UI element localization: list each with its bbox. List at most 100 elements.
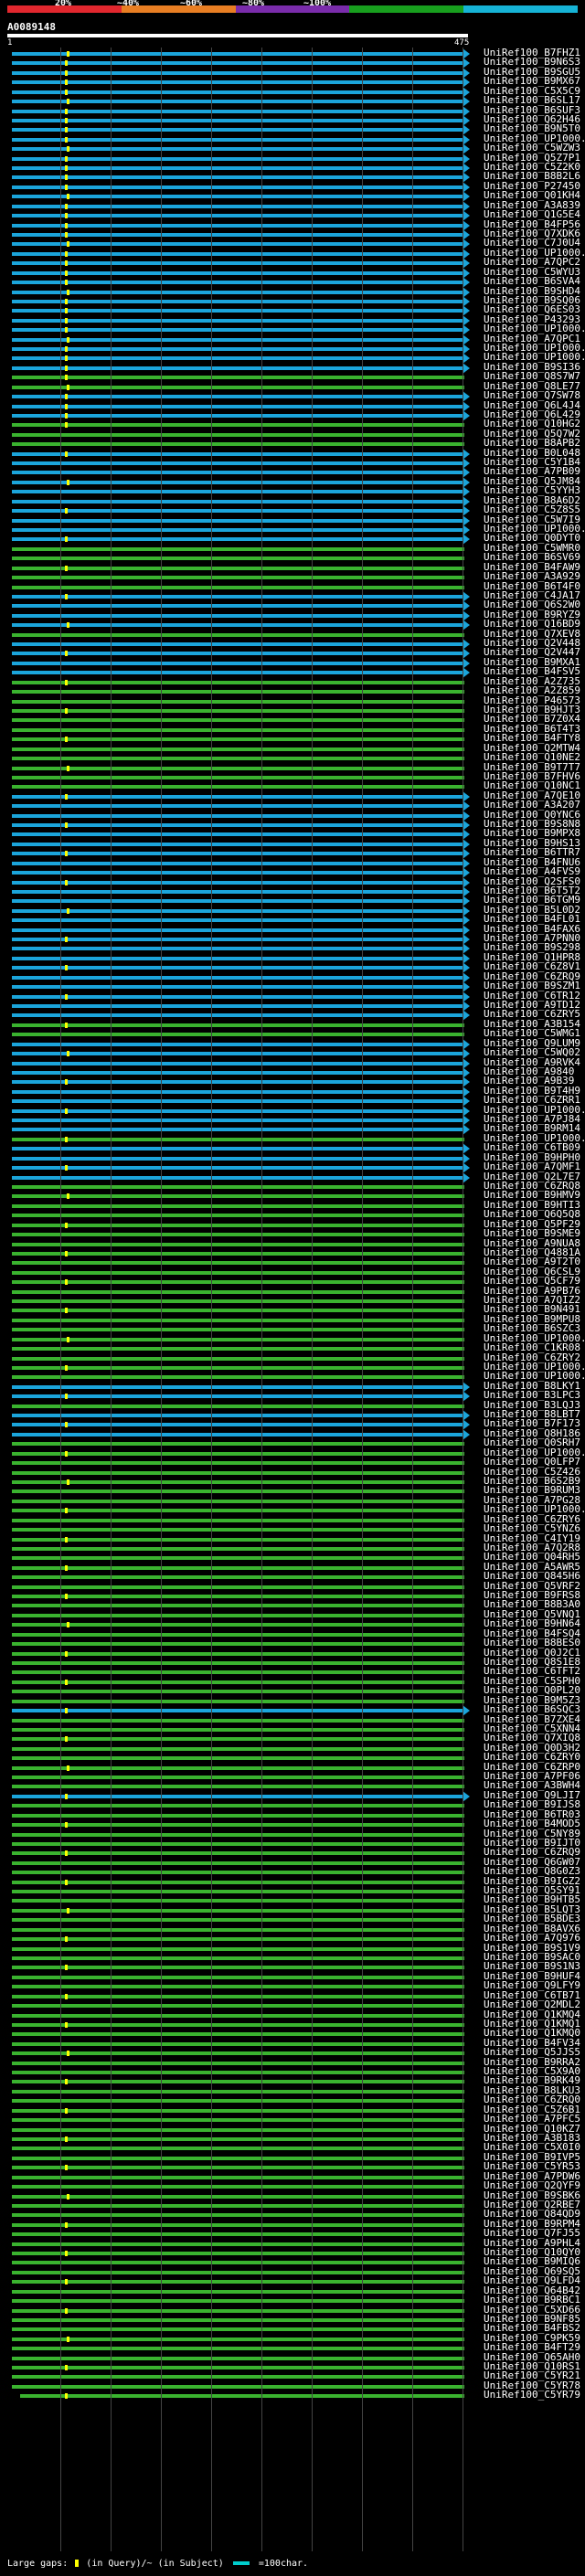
hit-label[interactable]: UniRef100_B9HTI3: [484, 1198, 580, 1211]
hit-label[interactable]: UniRef100_P43293: [484, 313, 580, 325]
hit-label[interactable]: UniRef100_C6ZRQ9: [484, 1846, 580, 1859]
hit-label[interactable]: UniRef100_Q5VRF2: [484, 1579, 580, 1592]
hit-label[interactable]: UniRef100_C5WYU3: [484, 265, 580, 278]
hit-label[interactable]: UniRef100_A2Z735: [484, 674, 580, 687]
hit-label[interactable]: UniRef100_B9RK49: [484, 2074, 580, 2087]
hit-label[interactable]: UniRef100_B6SVA4: [484, 275, 580, 288]
hit-label[interactable]: UniRef100_B5LQT3: [484, 1903, 580, 1915]
hit-label[interactable]: UniRef100_B9M5Z3: [484, 1693, 580, 1706]
hit-label[interactable]: UniRef100_UP1000...: [484, 323, 585, 335]
hit-label[interactable]: UniRef100_C6ZRY5: [484, 1008, 580, 1021]
hit-label[interactable]: UniRef100_B9IJT0: [484, 1836, 580, 1849]
hit-label[interactable]: UniRef100_Q5JM84: [484, 474, 580, 487]
hit-label[interactable]: UniRef100_Q16BD9: [484, 618, 580, 631]
hit-label[interactable]: UniRef100_B4FP56: [484, 217, 580, 230]
hit-label[interactable]: UniRef100_B9HS13: [484, 836, 580, 849]
hit-label[interactable]: UniRef100_B9S1N3: [484, 1960, 580, 1973]
hit-label[interactable]: UniRef100_B9MXA1: [484, 655, 580, 668]
hit-label[interactable]: UniRef100_Q62H46: [484, 112, 580, 125]
hit-label[interactable]: UniRef100_B4FTY8: [484, 732, 580, 745]
hit-label[interactable]: UniRef100_B9RM14: [484, 1122, 580, 1135]
hit-label[interactable]: UniRef100_Q9LJI7: [484, 1788, 580, 1801]
hit-label[interactable]: UniRef100_C5WMR0: [484, 541, 580, 554]
hit-label[interactable]: UniRef100_Q6L429: [484, 408, 580, 420]
hit-label[interactable]: UniRef100_B5BDE3: [484, 1913, 580, 1925]
hit-label[interactable]: UniRef100_C5YR53: [484, 2160, 580, 2173]
hit-label[interactable]: UniRef100_UP1000...: [484, 1131, 585, 1144]
hit-label[interactable]: UniRef100_Q9LFY9: [484, 1979, 580, 1992]
hit-label[interactable]: UniRef100_Q2MDL2: [484, 1998, 580, 2011]
hit-label[interactable]: UniRef100_B4MOD5: [484, 1818, 580, 1830]
hit-label[interactable]: UniRef100_Q01KH4: [484, 189, 580, 202]
hit-label[interactable]: UniRef100_A7PJ84: [484, 1113, 580, 1126]
hit-label[interactable]: UniRef100_C5YR78: [484, 2379, 580, 2391]
hit-label[interactable]: UniRef100_Q0DYT0: [484, 532, 580, 545]
hit-label[interactable]: UniRef100_Q5SY91: [484, 1884, 580, 1897]
hit-label[interactable]: UniRef100_C5Z6B1: [484, 2103, 580, 2115]
hit-label[interactable]: UniRef100_C5X9A0: [484, 2065, 580, 2078]
hit-label[interactable]: UniRef100_C5YR79: [484, 2389, 580, 2401]
hit-label[interactable]: UniRef100_Q7SW78: [484, 389, 580, 402]
hit-label[interactable]: UniRef100_UP1000...: [484, 246, 585, 259]
hit-label[interactable]: UniRef100_B8LKY1: [484, 1379, 580, 1392]
hit-label[interactable]: UniRef100_B9N491: [484, 1303, 580, 1316]
hit-label[interactable]: UniRef100_A9PHL4: [484, 2236, 580, 2249]
hit-label[interactable]: UniRef100_B9S8N8: [484, 818, 580, 831]
hit-label[interactable]: UniRef100_Q10KZ7: [484, 2122, 580, 2135]
hit-label[interactable]: UniRef100_B3LPC3: [484, 1389, 580, 1402]
hit-label[interactable]: UniRef100_B9S298: [484, 941, 580, 954]
hit-label[interactable]: UniRef100_Q8S1E8: [484, 1655, 580, 1668]
hit-label[interactable]: UniRef100_C6Z8V1: [484, 960, 580, 973]
hit-label[interactable]: UniRef100_A7QPC2: [484, 256, 580, 269]
hit-label[interactable]: UniRef100_B8APB2: [484, 437, 580, 450]
hit-label[interactable]: UniRef100_B4FSV5: [484, 665, 580, 678]
hit-label[interactable]: UniRef100_P46573: [484, 694, 580, 706]
hit-label[interactable]: UniRef100_B9MX67: [484, 75, 580, 88]
hit-label[interactable]: UniRef100_UP1000...: [484, 1103, 585, 1116]
hit-label[interactable]: UniRef100_Q6S2W0: [484, 599, 580, 611]
hit-label[interactable]: UniRef100_A3A929: [484, 570, 580, 583]
hit-label[interactable]: UniRef100_B9HMV9: [484, 1189, 580, 1202]
hit-label[interactable]: UniRef100_B9IGZ2: [484, 1874, 580, 1887]
hit-label[interactable]: UniRef100_Q7XEV8: [484, 627, 580, 640]
hit-label[interactable]: UniRef100_B3LQJ3: [484, 1398, 580, 1411]
hit-label[interactable]: UniRef100_A7PFC5: [484, 2113, 580, 2125]
hit-label[interactable]: UniRef100_B9HPH0: [484, 1150, 580, 1163]
hit-label[interactable]: UniRef100_B9T7T7: [484, 760, 580, 773]
hit-label[interactable]: UniRef100_A7QIZ2: [484, 1294, 580, 1307]
hit-label[interactable]: UniRef100_B5L0D2: [484, 903, 580, 916]
hit-label[interactable]: UniRef100_Q10RS1: [484, 2360, 580, 2373]
hit-label[interactable]: UniRef100_Q6Q5Q8: [484, 1208, 580, 1221]
hit-label[interactable]: UniRef100_B6T5T2: [484, 884, 580, 896]
hit-label[interactable]: UniRef100_B7FHZ1: [484, 47, 580, 58]
hit-label[interactable]: UniRef100_B9SME9: [484, 1227, 580, 1240]
hit-label[interactable]: UniRef100_B6T4T3: [484, 722, 580, 735]
hit-label[interactable]: UniRef100_C6ZRP0: [484, 1760, 580, 1773]
hit-label[interactable]: UniRef100_B4FV34: [484, 2036, 580, 2049]
hit-label[interactable]: UniRef100_UP1000...: [484, 1446, 585, 1458]
hit-label[interactable]: UniRef100_C5WMG1: [484, 1027, 580, 1040]
hit-label[interactable]: UniRef100_B4FSQ4: [484, 1627, 580, 1639]
hit-label[interactable]: UniRef100_B0L048: [484, 446, 580, 459]
hit-label[interactable]: UniRef100_Q84QD9: [484, 2208, 580, 2221]
hit-label[interactable]: UniRef100_UP1000...: [484, 1370, 585, 1383]
hit-label[interactable]: UniRef100_A3A207: [484, 799, 580, 811]
hit-label[interactable]: UniRef100_C6ZRQ9: [484, 970, 580, 982]
hit-label[interactable]: UniRef100_B4FBS2: [484, 2322, 580, 2335]
hit-label[interactable]: UniRef100_B7ZXE4: [484, 1712, 580, 1725]
hit-label[interactable]: UniRef100_Q1G5E4: [484, 208, 580, 221]
hit-label[interactable]: UniRef100_A9PB76: [484, 1284, 580, 1297]
hit-label[interactable]: UniRef100_Q0LFP7: [484, 1456, 580, 1468]
hit-label[interactable]: UniRef100_C5Z426: [484, 1465, 580, 1478]
hit-label[interactable]: UniRef100_B9MPX8: [484, 827, 580, 840]
hit-label[interactable]: UniRef100_A7QMF1: [484, 1161, 580, 1173]
hit-label[interactable]: UniRef100_B8LBT7: [484, 1408, 580, 1421]
hit-label[interactable]: UniRef100_B9SQ06: [484, 293, 580, 306]
hit-label[interactable]: UniRef100_Q2SFS0: [484, 875, 580, 887]
hit-label[interactable]: UniRef100_C6TB09: [484, 1141, 580, 1154]
hit-label[interactable]: UniRef100_Q845H6: [484, 1570, 580, 1583]
hit-label[interactable]: UniRef100_B6SUF3: [484, 103, 580, 116]
hit-label[interactable]: UniRef100_C6ZRY2: [484, 1351, 580, 1363]
hit-label[interactable]: UniRef100_B9RUM3: [484, 1484, 580, 1497]
hit-label[interactable]: UniRef100_C5XNN4: [484, 1722, 580, 1734]
